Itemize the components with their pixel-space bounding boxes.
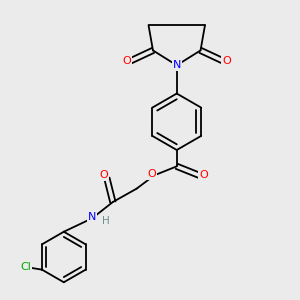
Text: N: N <box>88 212 96 222</box>
Text: O: O <box>147 169 156 179</box>
Text: N: N <box>172 60 181 70</box>
Text: O: O <box>199 170 208 180</box>
Text: O: O <box>123 56 131 66</box>
Text: O: O <box>222 56 231 66</box>
Text: Cl: Cl <box>20 262 31 272</box>
Text: O: O <box>100 170 108 180</box>
Text: H: H <box>101 216 109 226</box>
